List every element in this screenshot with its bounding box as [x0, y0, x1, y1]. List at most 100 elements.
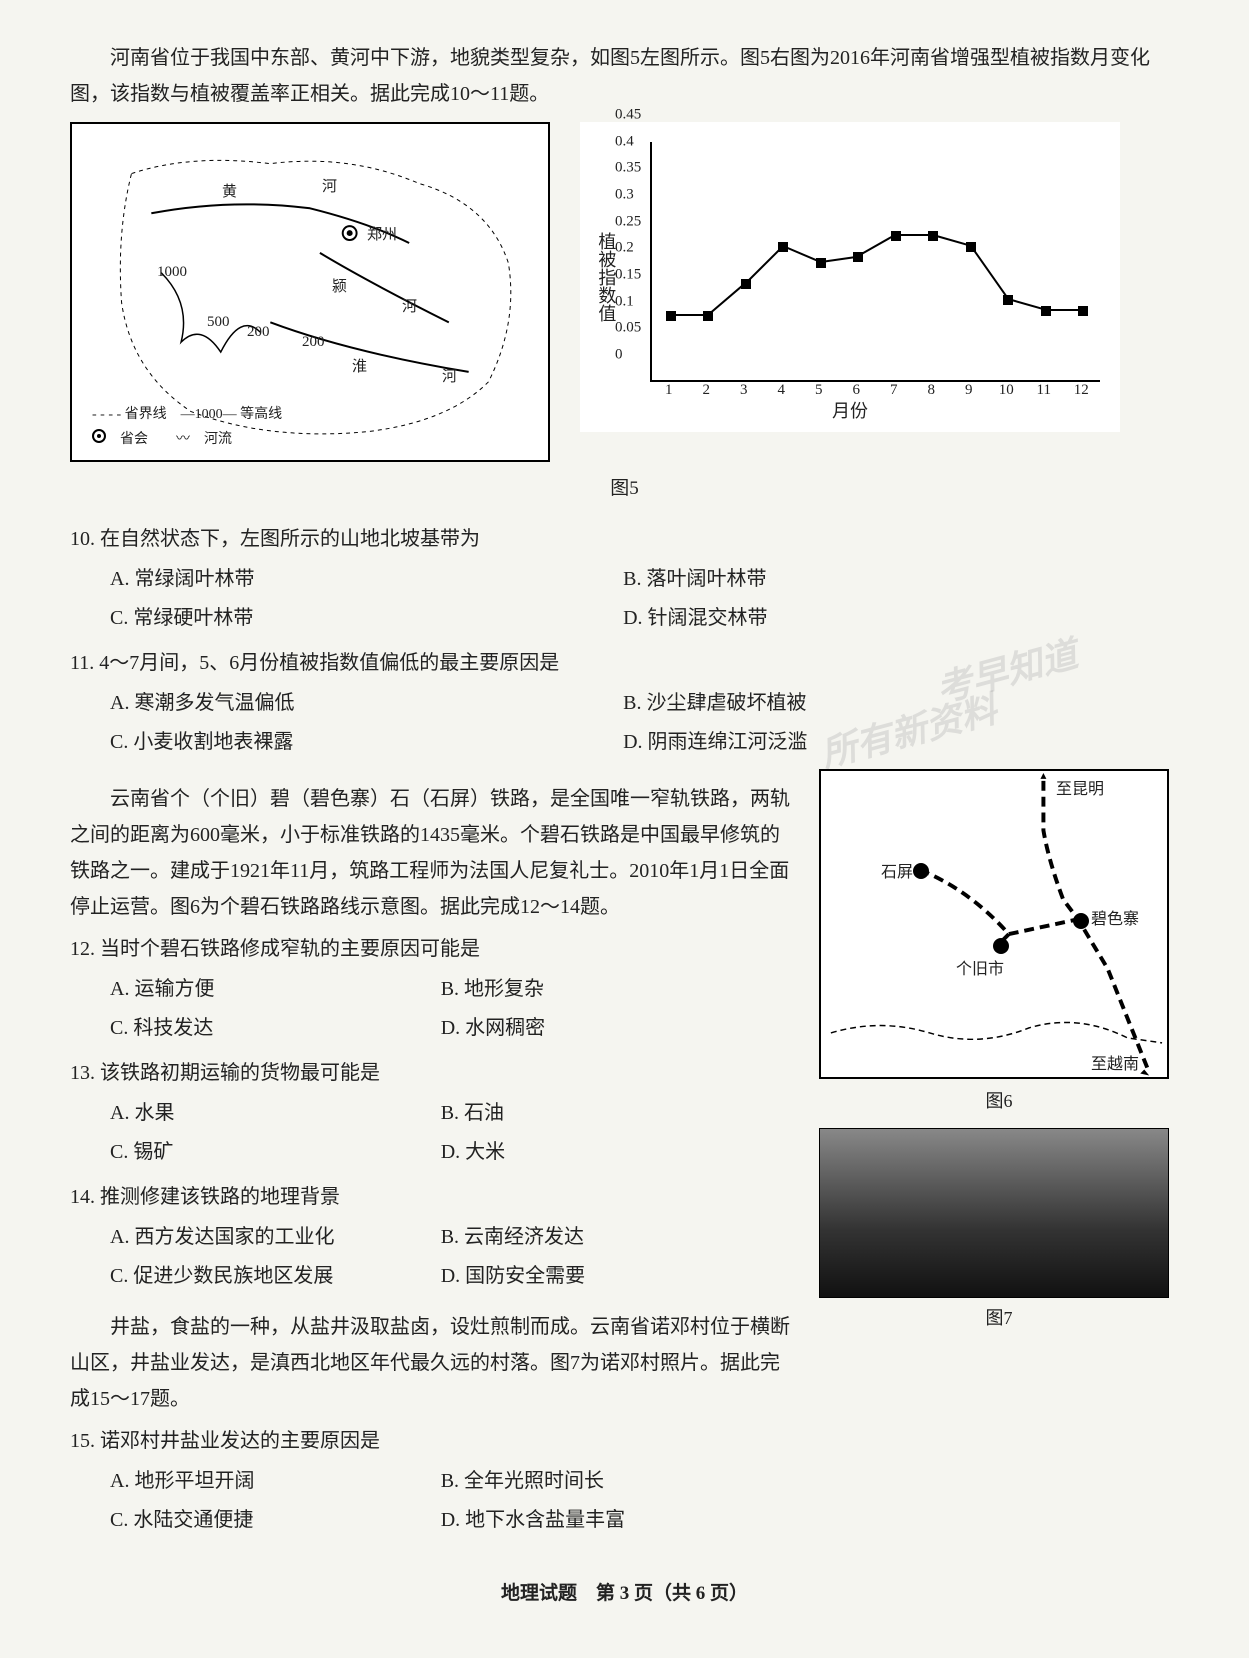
chart-line-segment [970, 245, 1009, 299]
q10-option-b: B. 落叶阔叶林带 [623, 561, 1136, 597]
y-tick: 0.4 [615, 128, 634, 155]
label-gejiu: 个旧市 [956, 956, 1004, 985]
river-label: 河 [442, 364, 457, 391]
q15-stem: 15. 诺邓村井盐业发达的主要原因是 [70, 1423, 799, 1459]
river-label: 淮 [352, 354, 367, 381]
question-13: 13. 该铁路初期运输的货物最可能是 A. 水果 B. 石油 C. 锡矿 D. … [70, 1055, 799, 1173]
river-label: 河 [322, 174, 337, 201]
q11-option-a: A. 寒潮多发气温偏低 [110, 685, 623, 721]
q11-stem: 11. 4～7月间，5、6月份植被指数值偏低的最主要原因是 [70, 645, 1179, 681]
x-tick: 9 [965, 377, 973, 404]
q12-option-a: A. 运输方便 [110, 971, 441, 1007]
x-tick: 10 [999, 377, 1014, 404]
legend-row: 省会 〰 河流 [92, 427, 528, 452]
q13-stem: 13. 该铁路初期运输的货物最可能是 [70, 1055, 799, 1091]
q15-option-a: A. 地形平坦开阔 [110, 1463, 441, 1499]
q12-option-b: B. 地形复杂 [441, 971, 772, 1007]
q10-option-c: C. 常绿硬叶林带 [110, 600, 623, 636]
x-tick: 11 [1037, 377, 1051, 404]
q14-option-d: D. 国防安全需要 [441, 1258, 772, 1294]
q14-option-a: A. 西方发达国家的工业化 [110, 1219, 441, 1255]
x-tick: 6 [853, 377, 861, 404]
river-label: 河 [402, 294, 417, 321]
x-tick: 2 [703, 377, 711, 404]
q15-option-b: B. 全年光照时间长 [441, 1463, 772, 1499]
railway-map: 石屏 个旧市 碧色寨 至昆明 至越南 [819, 769, 1169, 1079]
y-tick: 0.2 [615, 235, 634, 262]
q10-option-d: D. 针阔混交林带 [623, 600, 1136, 636]
q12-stem: 12. 当时个碧石铁路修成窄轨的主要原因可能是 [70, 931, 799, 967]
chart-data-point [1078, 306, 1088, 316]
legend-row: - - - - 省界线 —1000— 等高线 [92, 402, 528, 427]
chart-data-point [778, 242, 788, 252]
chart-x-label: 月份 [832, 395, 868, 427]
q15-option-d: D. 地下水含盐量丰富 [441, 1502, 772, 1538]
chart-data-point [1041, 306, 1051, 316]
x-tick: 5 [815, 377, 823, 404]
q14-stem: 14. 推测修建该铁路的地理背景 [70, 1179, 799, 1215]
contour-label: 500 [207, 309, 230, 336]
q11-option-b: B. 沙尘肆虐破坏植被 [623, 685, 1136, 721]
chart-data-point [853, 252, 863, 262]
chart-data-point [703, 311, 713, 321]
x-tick: 7 [890, 377, 898, 404]
label-shiping: 石屏 [881, 859, 913, 888]
contour-label: 200 [302, 329, 325, 356]
q11-option-c: C. 小麦收割地表裸露 [110, 724, 623, 760]
q11-option-d: D. 阴雨连绵江河泛滥 [623, 724, 1136, 760]
passage2-section: 云南省个（个旧）碧（碧色寨）石（石屏）铁路，是全国唯一窄轨铁路，两轨之间的距离为… [70, 769, 1179, 1547]
y-tick: 0.05 [615, 315, 641, 342]
chart-data-point [928, 231, 938, 241]
question-15: 15. 诺邓村井盐业发达的主要原因是 A. 地形平坦开阔 B. 全年光照时间长 … [70, 1423, 799, 1541]
vegetation-chart: 植被指数值 月份 00.050.10.150.20.250.30.350.40.… [580, 122, 1120, 432]
chart-data-point [666, 311, 676, 321]
figure6-caption: 图6 [819, 1085, 1179, 1117]
x-tick: 8 [928, 377, 936, 404]
chart-data-point [891, 231, 901, 241]
x-tick: 3 [740, 377, 748, 404]
x-tick: 1 [665, 377, 673, 404]
river-label: 颍 [332, 274, 347, 301]
label-bisezhai: 碧色寨 [1091, 906, 1139, 935]
passage2-text: 云南省个（个旧）碧（碧色寨）石（石屏）铁路，是全国唯一窄轨铁路，两轨之间的距离为… [70, 781, 799, 925]
page-container: { "intro": "河南省位于我国中东部、黄河中下游，地貌类型复杂，如图5左… [70, 40, 1179, 1611]
passage3-text: 井盐，食盐的一种，从盐井汲取盐卤，设灶煎制而成。云南省诺邓村位于横断山区，井盐业… [70, 1309, 799, 1417]
q12-option-d: D. 水网稠密 [441, 1010, 772, 1046]
figure5-caption: 图5 [70, 472, 1179, 506]
page-footer: 地理试题 第 3 页（共 6 页） [70, 1577, 1179, 1611]
q13-option-a: A. 水果 [110, 1095, 441, 1131]
question-11: 11. 4～7月间，5、6月份植被指数值偏低的最主要原因是 A. 寒潮多发气温偏… [70, 645, 1179, 763]
x-tick: 12 [1074, 377, 1089, 404]
y-tick: 0.35 [615, 155, 641, 182]
figure5-row: 黄 河 颍 河 淮 河 郑州 1000 500 200 200 - - - - … [70, 122, 1179, 462]
y-tick: 0.3 [615, 182, 634, 209]
photo-figure7 [819, 1128, 1169, 1298]
q12-option-c: C. 科技发达 [110, 1010, 441, 1046]
q14-option-b: B. 云南经济发达 [441, 1219, 772, 1255]
q13-option-d: D. 大米 [441, 1134, 772, 1170]
y-tick: 0 [615, 342, 623, 369]
q14-option-c: C. 促进少数民族地区发展 [110, 1258, 441, 1294]
x-tick: 4 [778, 377, 786, 404]
map-figure5-left: 黄 河 颍 河 淮 河 郑州 1000 500 200 200 - - - - … [70, 122, 550, 462]
arrow-kunming: 至昆明 [1056, 776, 1104, 805]
chart-data-point [1003, 295, 1013, 305]
contour-label: 200 [247, 319, 270, 346]
contour-label: 1000 [157, 259, 187, 286]
question-14: 14. 推测修建该铁路的地理背景 A. 西方发达国家的工业化 B. 云南经济发达… [70, 1179, 799, 1297]
y-tick: 0.45 [615, 102, 641, 129]
city-label: 郑州 [367, 222, 397, 249]
y-tick: 0.15 [615, 262, 641, 289]
y-tick: 0.25 [615, 208, 641, 235]
chart-data-point [966, 242, 976, 252]
question-12: 12. 当时个碧石铁路修成窄轨的主要原因可能是 A. 运输方便 B. 地形复杂 … [70, 931, 799, 1049]
chart-data-point [741, 279, 751, 289]
arrow-vietnam: 至越南 [1091, 1051, 1139, 1080]
river-label: 黄 [222, 179, 237, 206]
q10-option-a: A. 常绿阔叶林带 [110, 561, 623, 597]
chart-data-point [816, 258, 826, 268]
y-tick: 0.1 [615, 288, 634, 315]
q10-stem: 10. 在自然状态下，左图所示的山地北坡基带为 [70, 521, 1179, 557]
q13-option-c: C. 锡矿 [110, 1134, 441, 1170]
chart-plot-area [650, 142, 1100, 382]
